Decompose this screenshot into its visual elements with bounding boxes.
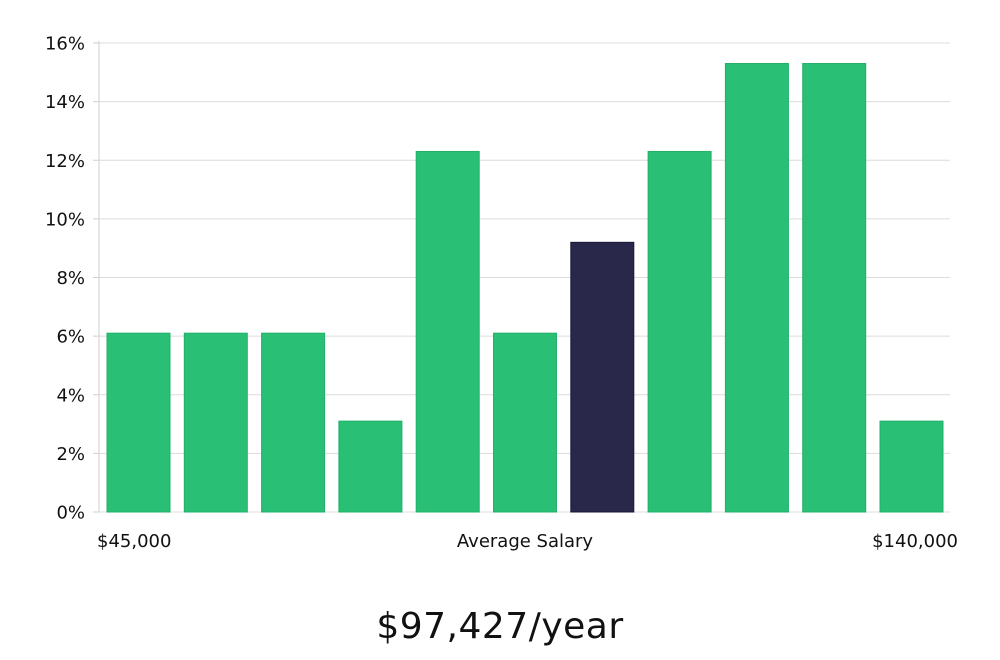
bar <box>106 332 171 513</box>
bars <box>106 63 944 513</box>
y-tick-label: 12% <box>45 151 85 172</box>
y-tick-label: 6% <box>56 327 85 348</box>
y-tick-label: 2% <box>56 444 85 465</box>
bar <box>261 332 326 513</box>
y-tick-label: 10% <box>45 209 85 230</box>
bar <box>183 332 248 513</box>
x-min-label: $45,000 <box>97 531 171 552</box>
bar-highlighted <box>570 241 635 513</box>
salary-distribution-chart: 0% 2% 4% 6% 8% 10% 12% 14% 16% $45,000 Average S… <box>45 34 958 553</box>
bar <box>647 150 712 513</box>
bar <box>338 420 403 513</box>
x-max-label: $140,000 <box>872 531 958 552</box>
bar <box>802 63 867 513</box>
x-center-label: Average Salary <box>457 531 594 552</box>
y-axis-ticks: 0% 2% 4% 6% 8% 10% 12% 14% 16% <box>45 34 99 524</box>
bar <box>724 63 789 513</box>
y-tick-label: 0% <box>56 503 85 524</box>
bar <box>493 332 557 513</box>
bar <box>415 150 480 513</box>
y-tick-label: 14% <box>45 92 85 113</box>
y-tick-label: 16% <box>45 34 85 55</box>
bar <box>879 420 944 513</box>
y-tick-label: 4% <box>56 385 85 406</box>
y-tick-label: 8% <box>56 268 85 289</box>
average-salary-value: $97,427/year <box>376 606 624 647</box>
